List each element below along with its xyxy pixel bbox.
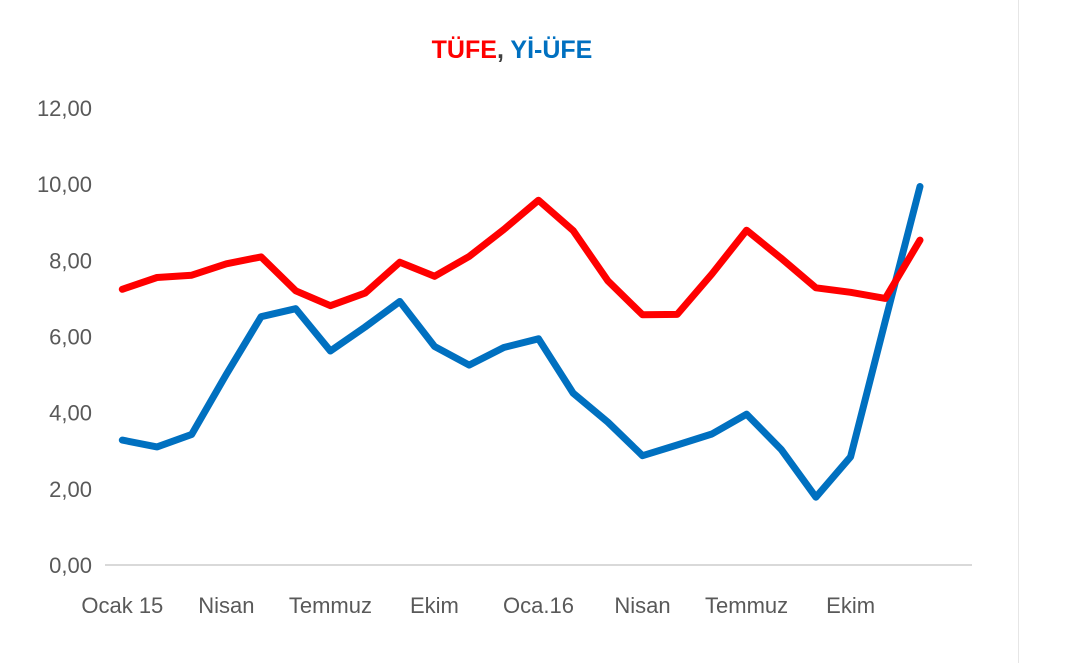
chart-title-part-2: Yİ-ÜFE	[510, 35, 592, 64]
x-tick-label: Oca.16	[503, 593, 574, 618]
x-tick-label: Nisan	[614, 593, 670, 618]
chart-title-part-1: ,	[497, 36, 510, 64]
y-tick-label: 2,00	[49, 477, 92, 502]
y-tick-label: 6,00	[49, 325, 92, 350]
x-tick-label: Ekim	[410, 593, 459, 618]
y-axis-ticks: 0,00 2,00 4,00 6,00 8,00 10,00 12,00	[37, 96, 92, 578]
series-line-yi-ufe	[118, 183, 924, 501]
y-tick-label: 8,00	[49, 248, 92, 273]
x-tick-label: Ekim	[826, 593, 875, 618]
series-lines	[118, 183, 924, 501]
y-tick-label: 10,00	[37, 172, 92, 197]
right-border	[1018, 0, 1019, 663]
y-tick-label: 0,00	[49, 553, 92, 578]
chart-title: TÜFE, Yİ-ÜFE	[432, 35, 593, 64]
x-tick-label: Ocak 15	[81, 593, 163, 618]
x-tick-label: Nisan	[198, 593, 254, 618]
series-line-tufe	[118, 196, 924, 319]
x-tick-label: Temmuz	[289, 593, 372, 618]
left-border	[0, 0, 5, 663]
y-tick-label: 4,00	[49, 401, 92, 426]
x-axis-ticks: Ocak 15 Nisan Temmuz Ekim Oca.16 Nisan Temmuz E…	[81, 593, 875, 618]
y-tick-label: 12,00	[37, 96, 92, 121]
x-tick-label: Temmuz	[705, 593, 788, 618]
chart-title-part-0: TÜFE	[432, 35, 497, 64]
